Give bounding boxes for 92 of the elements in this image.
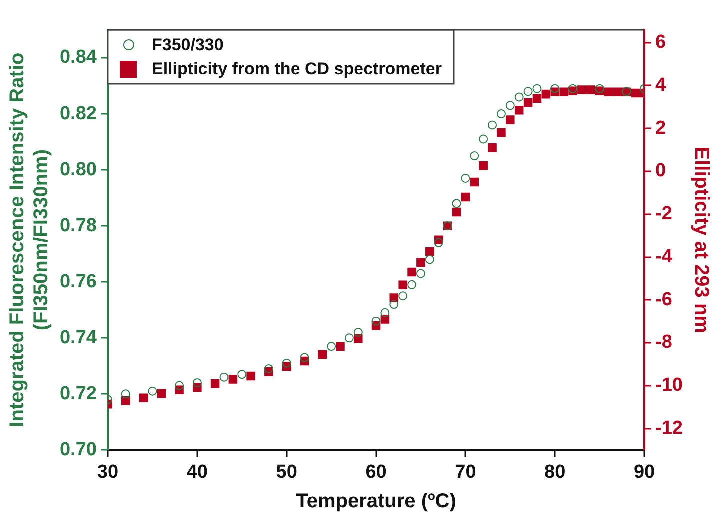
- point: [246, 372, 256, 381]
- point: [470, 178, 480, 187]
- y2-tick-label: 0: [656, 160, 666, 182]
- point: [586, 86, 596, 94]
- point: [488, 144, 497, 152]
- point: [336, 342, 345, 352]
- point: [282, 358, 292, 368]
- y-tick-label: 0.74: [60, 327, 98, 348]
- y2-tick-label: -8: [656, 332, 672, 354]
- point: [461, 192, 470, 202]
- y2-tick-label: 4: [656, 74, 667, 96]
- y2-tick-label: -2: [656, 204, 672, 225]
- y2-axis-title: Ellipticity at 293 nm: [690, 146, 712, 334]
- point: [560, 88, 568, 97]
- y-tick-label: 0.76: [60, 271, 97, 292]
- y2-tick-label: 2: [656, 118, 666, 139]
- legend-label: Ellipticity from the CD spectrometer: [152, 60, 442, 79]
- point: [426, 248, 434, 256]
- point: [398, 292, 408, 301]
- y2-tick-label: -4: [656, 246, 673, 268]
- point: [148, 386, 158, 396]
- point: [578, 86, 586, 94]
- point: [506, 116, 515, 124]
- point: [461, 174, 470, 183]
- point: [192, 378, 202, 388]
- y-tick-label: 0.72: [60, 383, 97, 404]
- point: [514, 106, 524, 115]
- point: [238, 370, 247, 380]
- y2-tick-label: -10: [656, 375, 684, 396]
- y-tick-label: 0.70: [60, 439, 97, 460]
- point: [398, 280, 408, 290]
- y-tick-label: 0.84: [60, 47, 98, 68]
- point: [631, 88, 640, 98]
- y-tick-label: 0.78: [60, 215, 97, 236]
- point: [408, 280, 417, 290]
- point: [496, 110, 506, 119]
- point: [327, 342, 336, 352]
- point: [452, 199, 462, 208]
- point: [300, 353, 310, 362]
- y2-tick-label: -6: [656, 289, 672, 310]
- point: [175, 381, 184, 390]
- point: [425, 255, 434, 264]
- x-tick-label: 50: [276, 462, 298, 483]
- point: [452, 208, 462, 217]
- point: [318, 350, 327, 360]
- point: [121, 396, 130, 406]
- point: [479, 134, 488, 144]
- y-tick-label: 0.82: [60, 103, 97, 124]
- point: [354, 328, 363, 338]
- point: [595, 84, 604, 94]
- point: [228, 375, 238, 384]
- point: [550, 84, 560, 94]
- point: [434, 238, 444, 248]
- legend-label: F350/330: [152, 36, 224, 55]
- point: [568, 84, 578, 94]
- point: [532, 94, 542, 103]
- y2-tick-label: -12: [656, 418, 684, 439]
- point: [210, 379, 220, 388]
- point: [121, 390, 130, 399]
- point: [157, 389, 166, 398]
- x-tick-label: 80: [544, 462, 566, 483]
- point: [488, 120, 498, 130]
- y2-tick-label: 6: [656, 32, 666, 54]
- x-tick-label: 40: [186, 462, 208, 483]
- x-tick-label: 30: [97, 462, 119, 483]
- point: [139, 394, 148, 402]
- point: [416, 258, 426, 267]
- point: [416, 269, 426, 278]
- point: [524, 98, 533, 108]
- x-tick-label: 60: [366, 462, 387, 483]
- point: [264, 364, 274, 374]
- point: [532, 84, 542, 94]
- point: [344, 334, 354, 343]
- point: [479, 162, 488, 170]
- point: [524, 87, 533, 96]
- point: [497, 128, 506, 138]
- point: [542, 90, 551, 99]
- x-axis-title: Temperature (ºC): [296, 490, 456, 513]
- point: [613, 88, 622, 97]
- y-tick-label: 0.80: [60, 159, 97, 180]
- y-axis-title: Integrated Fluorescence Intensity Ratio (FI350nm/FI330nm): [6, 52, 53, 428]
- x-tick-label: 70: [455, 462, 476, 483]
- x-tick-label: 90: [634, 462, 656, 483]
- point: [514, 92, 524, 102]
- point: [380, 308, 390, 318]
- point: [390, 300, 399, 310]
- point: [506, 101, 515, 110]
- point: [604, 88, 614, 97]
- point: [470, 152, 480, 161]
- point: [408, 268, 416, 277]
- point: [372, 316, 381, 326]
- point: [220, 372, 229, 382]
